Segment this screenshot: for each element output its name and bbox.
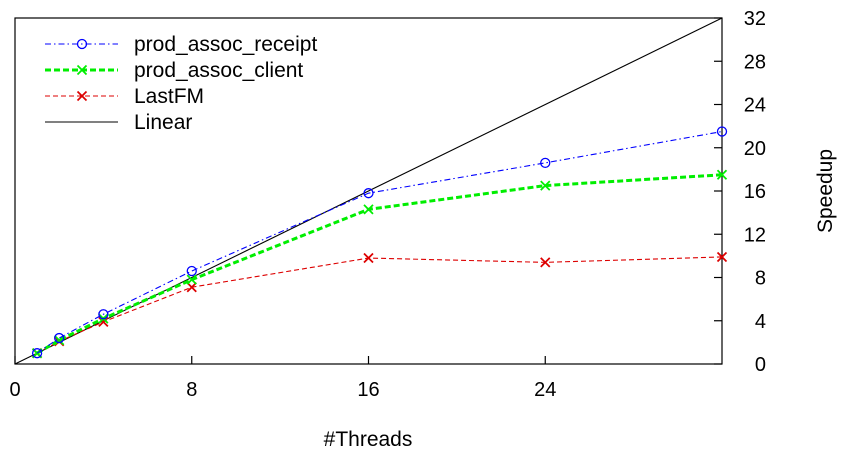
x-tick-label: 8 [186, 379, 197, 401]
data-point-lastfm [716, 251, 728, 263]
data-point-prod-assoc-receipt [186, 265, 197, 277]
legend-label: prod_assoc_receipt [134, 33, 317, 56]
data-point-lastfm [186, 282, 197, 293]
series-line-linear [14, 17, 723, 365]
series-prod-assoc-client [31, 169, 728, 359]
data-point-prod-assoc-client [186, 274, 197, 285]
y-axis-label: Speedup [814, 149, 837, 233]
y-tick-label: 0 [755, 354, 766, 376]
series-line-lastfm [36, 256, 723, 354]
x-tick-label: 0 [9, 379, 20, 401]
legend-label: prod_assoc_client [134, 59, 303, 82]
series-linear [14, 17, 723, 365]
legend-marker [76, 64, 88, 76]
data-point-prod-assoc-client [54, 335, 65, 346]
legend-item-prod-assoc-client: prod_assoc_client [45, 59, 303, 82]
y-tick-label: 12 [744, 224, 766, 246]
x-tick-label: 16 [357, 379, 379, 401]
data-point-lastfm [540, 257, 551, 268]
data-point-prod-assoc-receipt [540, 157, 551, 169]
series-prod-assoc-receipt [31, 126, 728, 359]
y-axis-ticks: 0 4 8 12 16 20 24 28 32 [714, 8, 766, 376]
legend-label: Linear [134, 111, 192, 134]
legend: prod_assoc_receipt prod_assoc_client LastF… [45, 33, 317, 134]
series-line-prod-assoc-receipt [36, 130, 723, 354]
y-tick-label: 20 [744, 138, 766, 160]
x-axis-ticks: 0 8 16 24 [9, 356, 556, 401]
y-tick-label: 24 [744, 95, 766, 117]
y-tick-label: 8 [755, 268, 766, 290]
x-tick-label: 24 [534, 379, 556, 401]
data-point-prod-assoc-client [540, 180, 551, 191]
data-point-prod-assoc-client [363, 204, 374, 215]
y-tick-label: 4 [755, 311, 766, 333]
data-point-lastfm [363, 252, 374, 264]
data-point-prod-assoc-receipt [716, 126, 728, 137]
legend-item-prod-assoc-receipt: prod_assoc_receipt [45, 33, 317, 56]
legend-label: LastFM [134, 85, 204, 108]
y-tick-label: 28 [744, 51, 766, 73]
data-point-prod-assoc-client [716, 169, 728, 180]
data-point-prod-assoc-receipt [363, 188, 374, 199]
x-axis-label: #Threads [324, 428, 413, 451]
data-point-prod-assoc-receipt [31, 348, 43, 359]
legend-item-linear: Linear [45, 111, 192, 134]
legend-item-lastfm: LastFM [45, 85, 204, 108]
y-tick-label: 16 [744, 181, 766, 203]
y-tick-label: 32 [744, 8, 766, 30]
series-layer [14, 17, 728, 365]
data-point-prod-assoc-receipt [98, 309, 109, 320]
data-point-prod-assoc-receipt [54, 332, 65, 344]
legend-marker [76, 38, 88, 50]
series-line-prod-assoc-client [36, 173, 723, 355]
legend-marker [76, 90, 88, 102]
